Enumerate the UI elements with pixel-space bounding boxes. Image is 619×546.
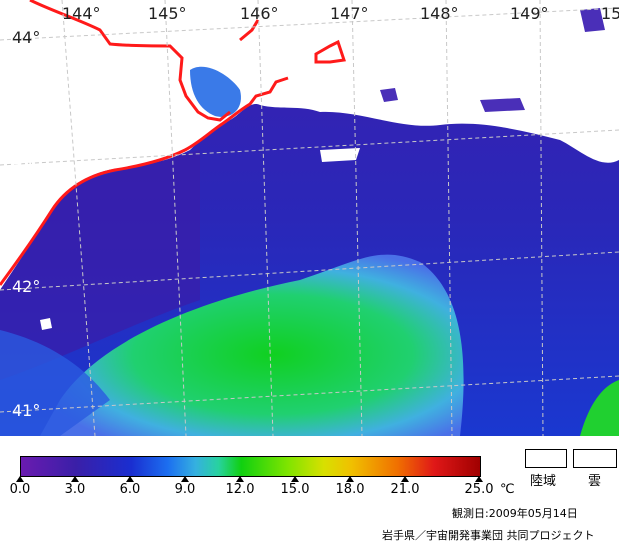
- lagoon: [190, 66, 241, 117]
- colorbar-unit: ℃: [500, 482, 515, 497]
- colorbar-tick-label: 12.0: [225, 482, 255, 497]
- lat-label: 41°: [12, 401, 40, 420]
- colorbar-tick: [126, 476, 134, 482]
- lat-label: 44°: [12, 28, 40, 47]
- warm-eddy: [40, 254, 464, 436]
- warm-corner: [580, 380, 619, 436]
- lon-line-144: [61, 0, 96, 436]
- sea-patch: [480, 98, 525, 112]
- cool-tongue: [0, 330, 110, 436]
- cloud-patch: [320, 148, 360, 162]
- credit-line: 岩手県／宇宙開発事業団 共同プロジェクト: [382, 529, 595, 542]
- colorbar-tick-label: 21.0: [390, 482, 420, 497]
- lon-label: 148°: [420, 4, 459, 23]
- land-legend-label: 陸域: [530, 474, 557, 489]
- lat-label: 43°: [12, 152, 40, 171]
- land-legend-swatch: [525, 449, 567, 468]
- observation-date: 観測日:2009年05月14日: [452, 507, 578, 520]
- colorbar-tick: [16, 476, 24, 482]
- cloud-legend-label: 雲: [588, 474, 602, 489]
- colorbar-tick-label: 15.0: [280, 482, 310, 497]
- colorbar-tick: [236, 476, 244, 482]
- temperature-colorbar: [20, 456, 481, 477]
- cloud-legend-swatch: [573, 449, 617, 468]
- lon-label: 15: [601, 4, 619, 23]
- lon-label: 145°: [148, 4, 187, 23]
- colorbar-tick: [181, 476, 189, 482]
- colorbar-tick: [71, 476, 79, 482]
- land-cloud-area: [0, 0, 619, 290]
- lat-line-44: [0, 7, 619, 41]
- colorbar-tick-label: 25.0: [464, 482, 494, 497]
- lat-line-41: [0, 375, 619, 413]
- colorbar-tick: [401, 476, 409, 482]
- colorbar-tick-label: 0.0: [9, 482, 31, 497]
- lon-label: 147°: [330, 4, 369, 23]
- lon-label: 149°: [510, 4, 549, 23]
- sea-patch: [380, 88, 398, 102]
- lat-label: 42°: [12, 277, 40, 296]
- graticule: [0, 0, 619, 436]
- coastline: [0, 0, 346, 286]
- sst-map: 144° 145° 146° 147° 148° 149° 15 44° 43°…: [0, 0, 619, 436]
- lon-line-146: [257, 0, 274, 436]
- colorbar-tick-label: 18.0: [335, 482, 365, 497]
- cloud-patch: [40, 318, 52, 330]
- lon-line-147: [351, 0, 363, 436]
- lon-line-149: [539, 0, 544, 436]
- colorbar-tick-label: 3.0: [64, 482, 86, 497]
- colorbar-tick: [346, 476, 354, 482]
- lat-line-43: [0, 129, 619, 166]
- lon-line-145: [164, 0, 187, 436]
- lon-label: 146°: [240, 4, 279, 23]
- lon-label: 144°: [62, 4, 101, 23]
- colorbar-tick: [291, 476, 299, 482]
- colorbar-tick: [475, 476, 483, 482]
- colorbar-tick-label: 6.0: [119, 482, 141, 497]
- sea-patch: [580, 8, 605, 32]
- lat-line-42: [0, 251, 619, 291]
- colorbar-tick-label: 9.0: [174, 482, 196, 497]
- lon-line-148: [445, 0, 453, 436]
